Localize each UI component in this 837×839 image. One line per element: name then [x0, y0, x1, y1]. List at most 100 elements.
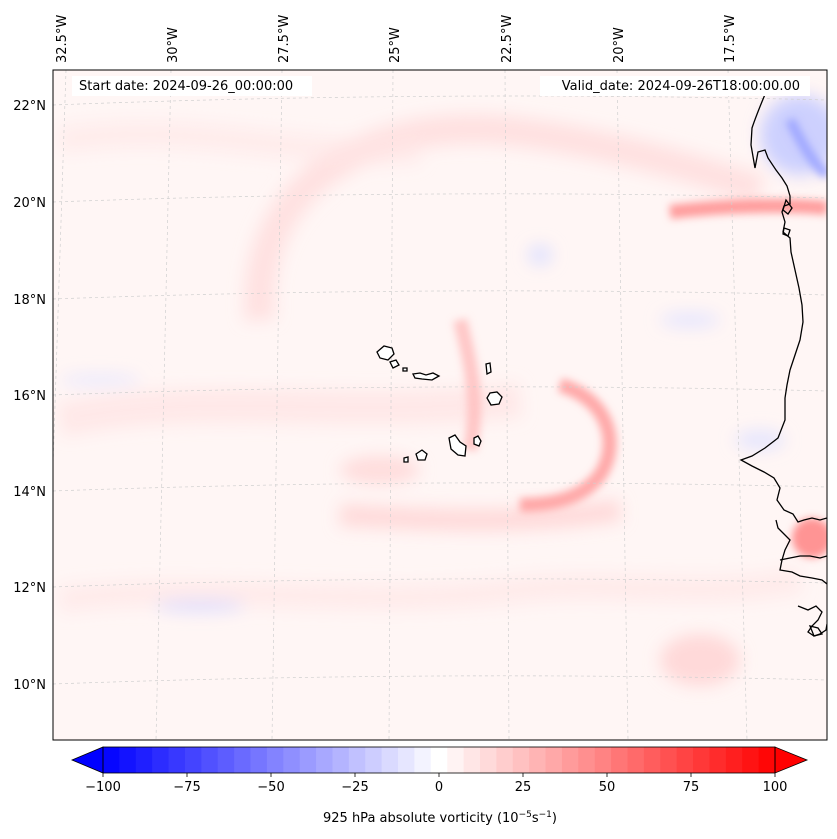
colorbar-label-suffix: ) [552, 811, 557, 826]
island-boa-vista [486, 391, 503, 406]
colorbar-segment [135, 747, 153, 773]
colorbar-tick-label: 50 [599, 780, 616, 795]
cap-blanc-island [782, 227, 791, 237]
colorbar-tick-label: −75 [173, 780, 200, 795]
colorbar-segment [234, 747, 252, 773]
colorbar-segment [725, 747, 743, 773]
colorbar-label-mid: s [532, 811, 539, 826]
negative-patch-3 [528, 245, 552, 265]
cape-verde-islands [376, 345, 503, 463]
start-date-box [72, 76, 312, 96]
colorbar-segment [184, 747, 202, 773]
colorbar-segment [693, 747, 711, 773]
colorbar-segment [758, 747, 776, 773]
colorbar: −100 −75 −50 −25 0 25 50 75 100 925 hPa absolute… [70, 746, 809, 826]
island-fogo [415, 449, 428, 461]
colorbar-segment [512, 747, 530, 773]
island-maio [473, 435, 482, 447]
parallel-18n [53, 290, 827, 300]
colorbar-label-exp1: −5 [519, 810, 532, 820]
lon-label-25w: 25°W [388, 27, 403, 63]
colorbar-segment [430, 747, 448, 773]
lat-label-22n: 22°N [13, 99, 46, 114]
colorbar-segment [168, 747, 186, 773]
vorticity-blob-sw [660, 634, 740, 686]
colorbar-segment [381, 747, 399, 773]
colorbar-segment [578, 747, 596, 773]
vorticity-band-top [58, 121, 422, 165]
meridian-30w [155, 70, 172, 740]
colorbar-tick-label: −100 [85, 780, 121, 795]
colorbar-segments [103, 747, 776, 773]
guinea-bissau-islands [808, 625, 824, 637]
colorbar-segment [414, 747, 432, 773]
colorbar-label-exp2: −1 [539, 810, 552, 820]
lat-label-20n: 20°N [13, 196, 46, 211]
lat-label-14n: 14°N [13, 485, 46, 500]
parallel-12n [53, 578, 827, 588]
colorbar-tick-label: 100 [763, 780, 788, 795]
colorbar-segment [709, 747, 727, 773]
negative-streak-coast [785, 117, 827, 179]
colorbar-segment [479, 747, 497, 773]
colorbar-segment [103, 747, 120, 773]
colorbar-segment [152, 747, 170, 773]
colorbar-segment [201, 747, 219, 773]
colorbar-segment [611, 747, 629, 773]
colorbar-segment [332, 747, 350, 773]
west-africa-coastline [739, 81, 827, 523]
lon-label-22-5w: 22.5°W [500, 15, 515, 63]
island-sao-nicolau [412, 372, 441, 381]
meridian-22-5w [504, 70, 510, 740]
island-sao-vicente [389, 359, 400, 369]
parallel-14n [53, 482, 827, 492]
lat-label-12n: 12°N [13, 581, 46, 596]
meridian-17-5w [727, 70, 748, 740]
senegal-coast [775, 519, 827, 585]
vorticity-band-north [244, 114, 765, 322]
lon-label-30w: 30°W [166, 27, 181, 63]
colorbar-segment [398, 747, 416, 773]
gambia-river [779, 555, 827, 561]
latitude-labels: 22°N 20°N 18°N 16°N 14°N 12°N 10°N [13, 99, 46, 693]
lon-label-17-5w: 17.5°W [723, 15, 738, 63]
colorbar-segment [119, 747, 137, 773]
vorticity-arc-cape-verde [519, 378, 617, 512]
colorbar-segment [283, 747, 301, 773]
vorticity-band-south [339, 499, 622, 531]
colorbar-label: 925 hPa absolute vorticity (10−5s−1) [323, 810, 557, 826]
meridian-20w [616, 70, 629, 740]
colorbar-segment [742, 747, 760, 773]
colorbar-extend-max [774, 746, 809, 774]
gridlines [53, 70, 827, 740]
colorbar-segment [660, 747, 678, 773]
colorbar-segment [250, 747, 268, 773]
parallel-16n [53, 386, 827, 396]
colorbar-tick-label: −25 [341, 780, 368, 795]
vorticity-blob-s [340, 456, 420, 484]
map-frame [52, 69, 828, 741]
colorbar-label-prefix: 925 hPa absolute vorticity (10 [323, 811, 519, 826]
colorbar-segment [463, 747, 481, 773]
island-sal [485, 362, 492, 376]
colorbar-tick-label: 0 [435, 780, 443, 795]
island-santa-luzia [402, 367, 408, 372]
valid-date-text: Valid_date: 2024-09-26T18:00:00.00 [562, 79, 800, 94]
negative-patch-1 [155, 600, 245, 612]
map-panel: Start date: 2024-09-26_00:00:00 Valid_da… [52, 69, 828, 741]
colorbar-segment [365, 747, 383, 773]
island-santo-antao [376, 345, 395, 361]
colorbar-segment [316, 747, 334, 773]
vorticity-band-lower [58, 567, 803, 613]
vorticity-band-mid [56, 383, 522, 437]
colorbar-tick-label: 75 [683, 780, 700, 795]
negative-patch-5 [735, 430, 785, 450]
colorbar-ticks: −100 −75 −50 −25 0 25 50 75 100 [85, 773, 787, 795]
negative-patch-2 [60, 374, 140, 386]
negative-patch-4 [660, 312, 720, 328]
colorbar-segment [545, 747, 563, 773]
meridian-27-5w [271, 70, 283, 740]
colorbar-segment [447, 747, 465, 773]
colorbar-segment [643, 747, 661, 773]
